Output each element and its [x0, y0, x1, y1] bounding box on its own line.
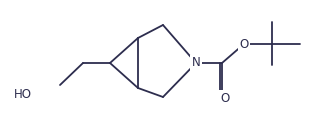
- Text: N: N: [191, 57, 200, 69]
- Text: O: O: [240, 38, 249, 50]
- Text: O: O: [220, 91, 230, 105]
- Text: HO: HO: [14, 88, 32, 102]
